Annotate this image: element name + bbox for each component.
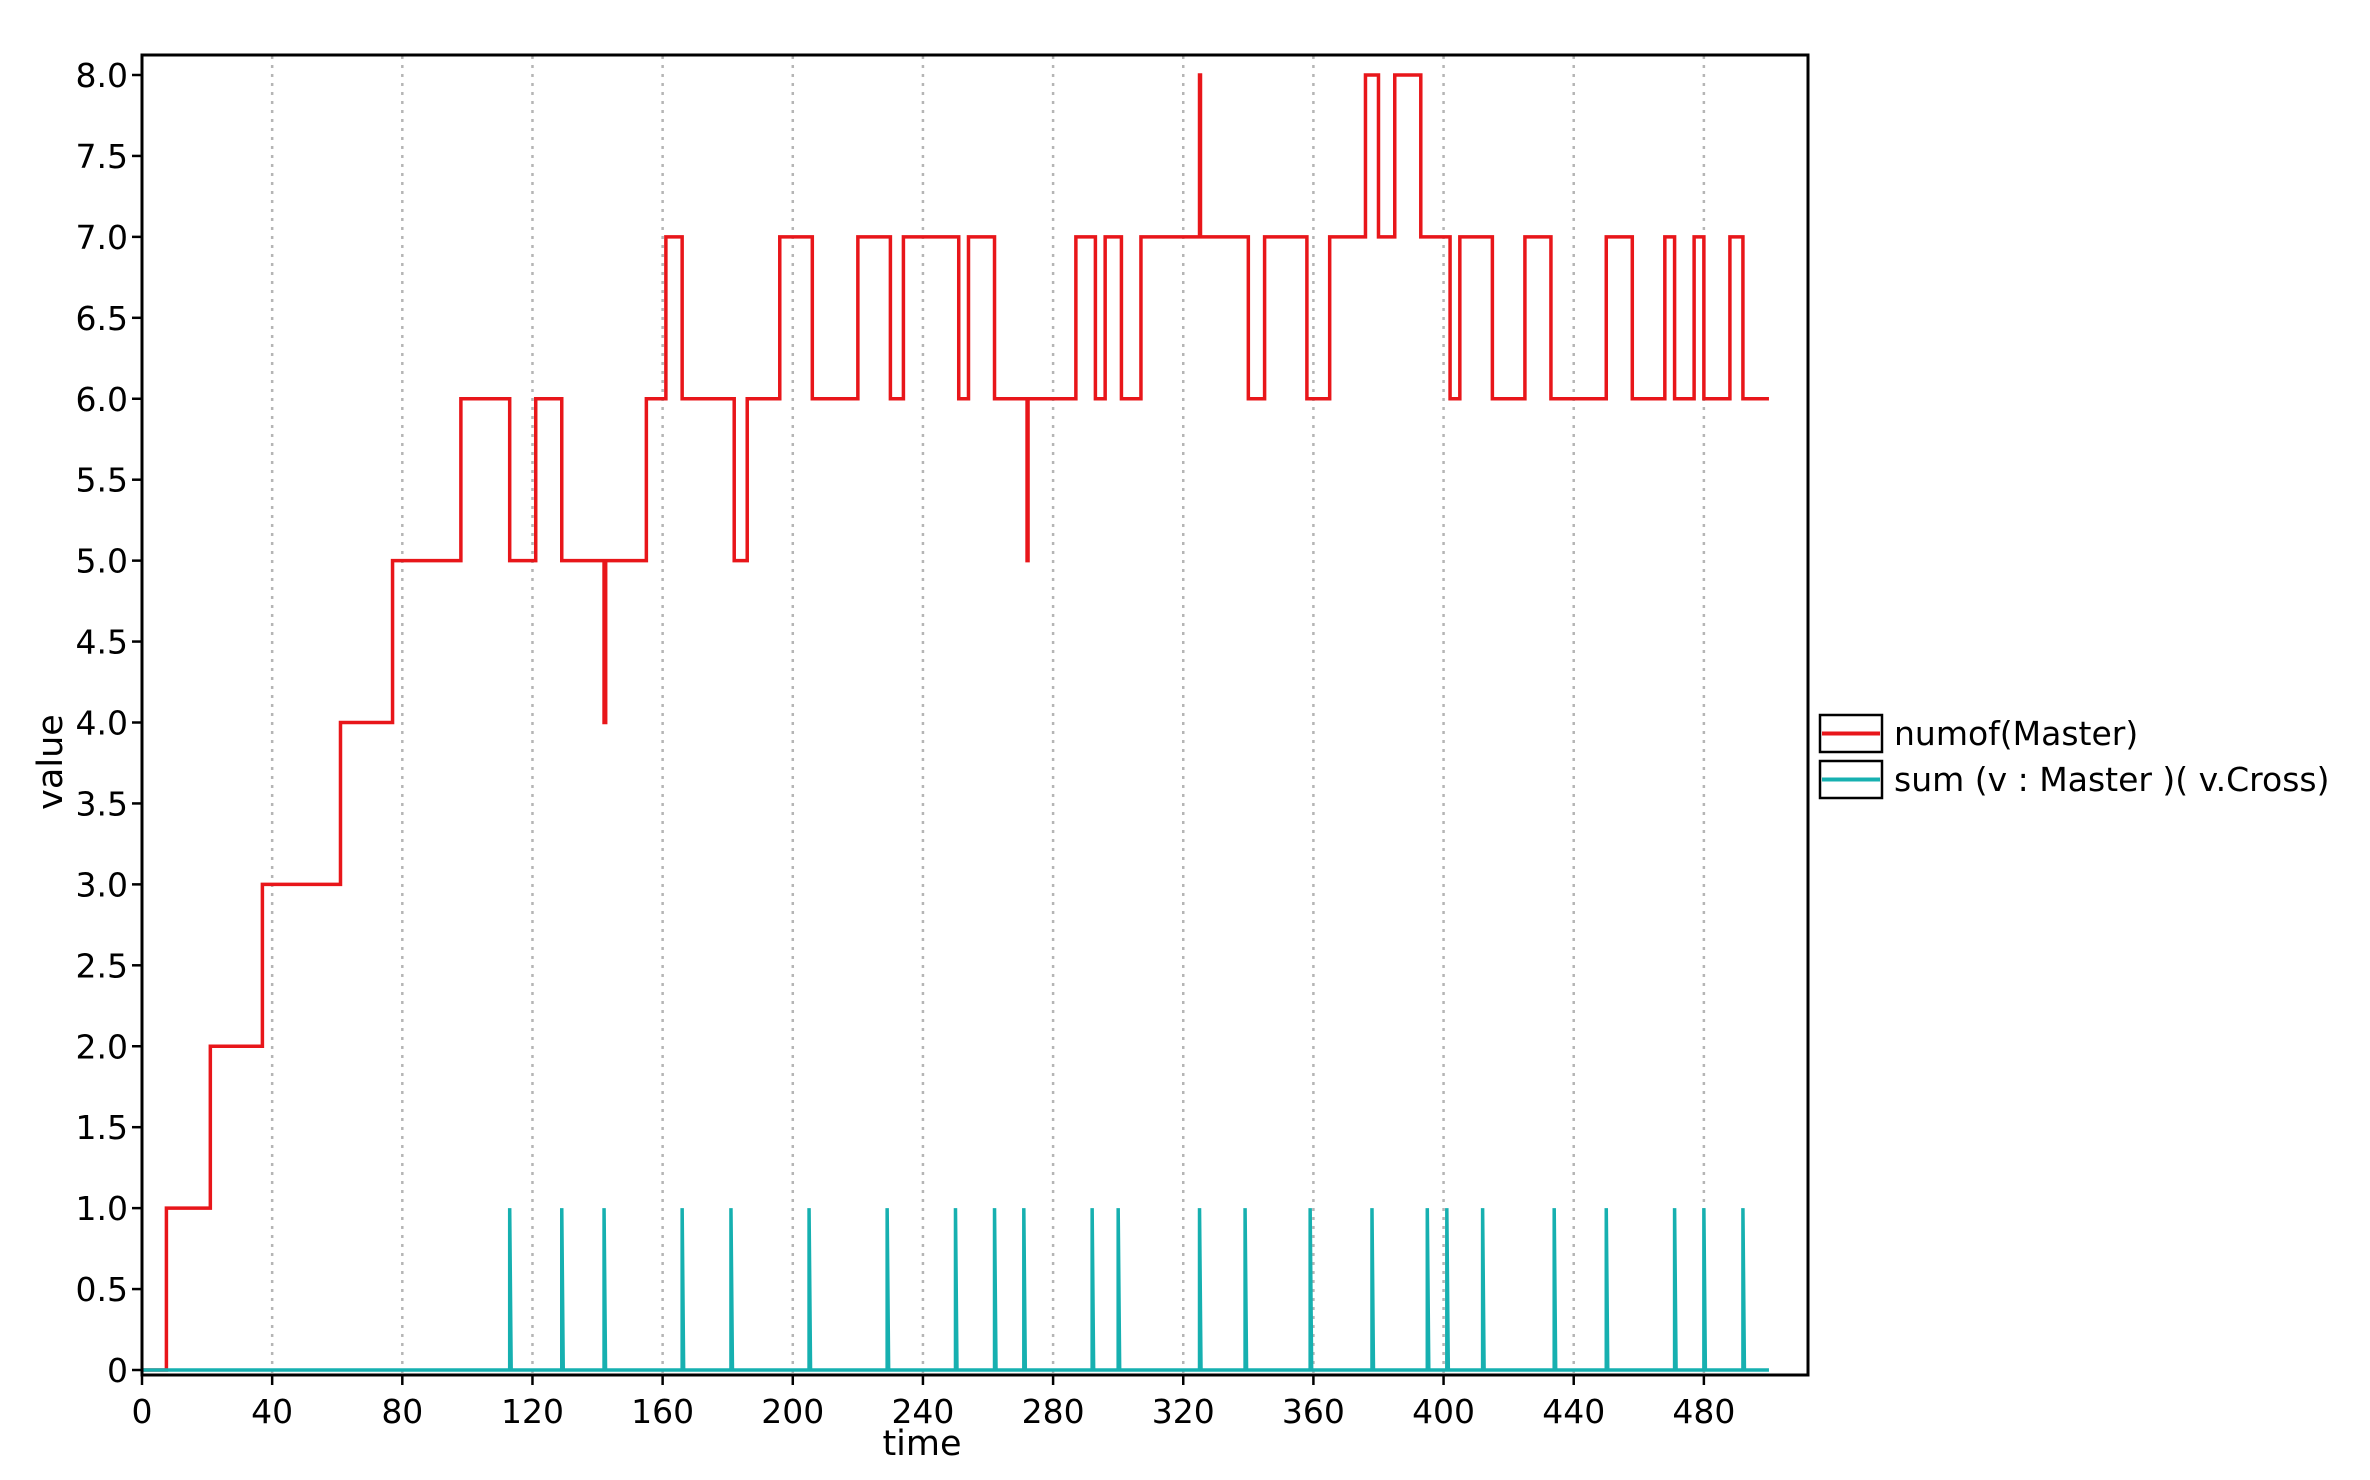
legend-label: sum (v : Master )( v.Cross) <box>1894 760 2329 799</box>
y-tick-label: 2.0 <box>76 1027 128 1066</box>
y-tick-label: 5.0 <box>76 542 128 581</box>
y-tick-label: 2.5 <box>76 946 128 985</box>
y-tick-label: 6.0 <box>76 380 128 419</box>
axes: 0 40 80 120 160 200 240 280 320 360 400 440 480 0 0.5 1… <box>76 56 1736 1431</box>
x-axis-label: time <box>882 1424 961 1464</box>
y-tick-label: 6.5 <box>76 299 128 338</box>
y-tick-label: 3.0 <box>76 865 128 904</box>
y-tick-label: 1.0 <box>76 1189 128 1228</box>
x-tick-label: 440 <box>1542 1392 1605 1431</box>
y-tick-label: 3.5 <box>76 784 128 823</box>
y-tick-label: 8.0 <box>76 56 128 95</box>
x-tick-label: 280 <box>1022 1392 1085 1431</box>
y-tick-label: 7.0 <box>76 218 128 257</box>
series-layer <box>142 73 1769 1372</box>
x-tick-label: 480 <box>1672 1392 1735 1431</box>
legend-label: numof(Master) <box>1894 714 2138 753</box>
x-tick-label: 0 <box>132 1392 153 1431</box>
y-tick-label: 7.5 <box>76 137 128 176</box>
x-tick-label: 80 <box>381 1392 423 1431</box>
y-tick-label: 0 <box>107 1351 128 1390</box>
y-tick-label: 5.5 <box>76 461 128 500</box>
y-tick-label: 4.5 <box>76 623 128 662</box>
x-tick-label: 200 <box>761 1392 824 1431</box>
plot-frame <box>140 53 1810 1377</box>
x-tick-label: 320 <box>1152 1392 1215 1431</box>
y-axis-label: value <box>31 714 71 810</box>
series-line-1 <box>142 73 1769 1372</box>
y-tick-label: 4.0 <box>76 704 128 743</box>
x-tick-label: 120 <box>501 1392 564 1431</box>
x-tick-label: 360 <box>1282 1392 1345 1431</box>
grid-lines <box>270 56 1706 1374</box>
x-tick-label: 240 <box>891 1392 954 1431</box>
series-line-2 <box>142 1208 1769 1372</box>
y-tick-label: 1.5 <box>76 1108 128 1147</box>
legend: numof(Master) sum (v : Master )( v.Cross) <box>1818 713 2329 800</box>
y-tick-label: 0.5 <box>76 1270 128 1309</box>
x-tick-label: 160 <box>631 1392 694 1431</box>
x-tick-label: 400 <box>1412 1392 1475 1431</box>
x-tick-label: 40 <box>251 1392 293 1431</box>
